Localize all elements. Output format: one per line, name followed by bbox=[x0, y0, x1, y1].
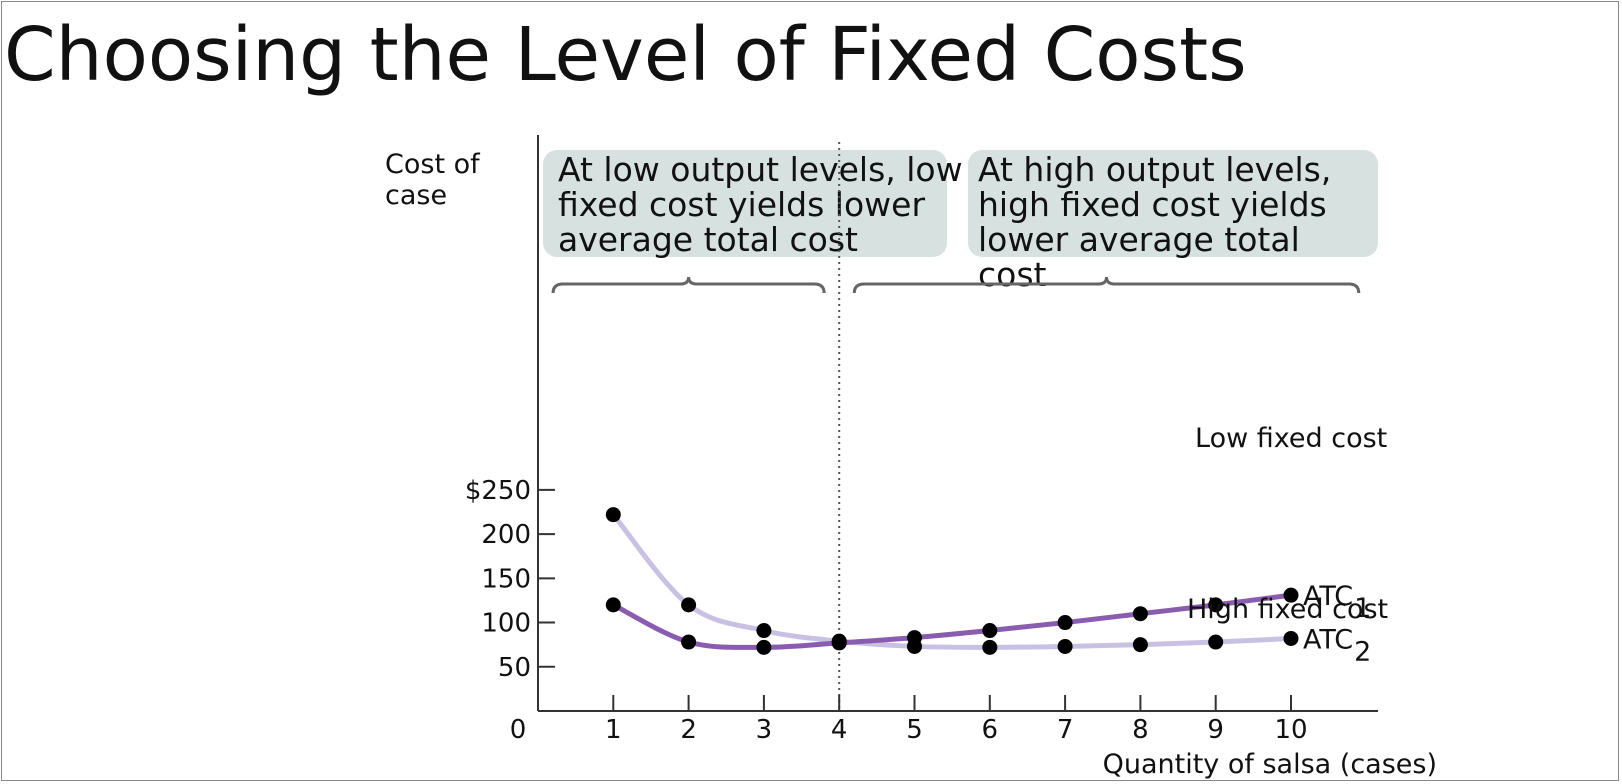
point-atc1 bbox=[756, 639, 772, 655]
annotation-text-line: lower average total bbox=[978, 220, 1300, 259]
point-atc1 bbox=[1132, 606, 1148, 622]
x-tick-label: 3 bbox=[756, 715, 773, 745]
point-atc1 bbox=[1283, 587, 1299, 603]
annotation-text-line: high fixed cost yields bbox=[978, 185, 1327, 224]
series-subscript-atc2: 2 bbox=[1354, 636, 1371, 667]
series-descriptor-atc1: Low fixed cost bbox=[1195, 423, 1387, 454]
x-tick-label: 10 bbox=[1274, 715, 1307, 745]
annotation-text-line: At high output levels, bbox=[978, 150, 1331, 189]
x-tick-label: 6 bbox=[982, 715, 999, 745]
origin-label: 0 bbox=[510, 715, 527, 745]
point-atc2 bbox=[1132, 637, 1148, 653]
point-atc2 bbox=[831, 633, 847, 649]
annotation-brace bbox=[551, 276, 826, 294]
x-tick-label: 1 bbox=[605, 715, 622, 745]
point-atc1 bbox=[1208, 597, 1224, 613]
annotation-text-line: At low output levels, low bbox=[558, 150, 963, 189]
x-axis-title: Quantity of salsa (cases) bbox=[1103, 749, 1437, 780]
point-atc1 bbox=[982, 623, 998, 639]
point-atc2 bbox=[681, 597, 697, 613]
slide-title: Choosing the Level of Fixed Costs bbox=[4, 12, 1247, 98]
y-tick-label: 200 bbox=[481, 520, 531, 550]
y-tick-label: 100 bbox=[481, 609, 531, 639]
point-atc2 bbox=[982, 639, 998, 655]
x-tick-label: 2 bbox=[680, 715, 697, 745]
point-atc2 bbox=[907, 638, 922, 654]
point-atc2 bbox=[756, 623, 772, 639]
series-subscript-atc1: 1 bbox=[1354, 593, 1371, 624]
annotation-text-line: average total cost bbox=[558, 220, 858, 259]
series-name-atc1: ATC bbox=[1303, 581, 1353, 612]
curve-atc2 bbox=[610, 512, 1294, 650]
y-axis-title: Cost of bbox=[385, 149, 481, 180]
annotation-text-line: cost bbox=[978, 255, 1047, 294]
x-tick-label: 7 bbox=[1057, 715, 1074, 745]
points-layer bbox=[605, 507, 1299, 655]
annotation-text-line: fixed cost yields lower bbox=[558, 185, 925, 224]
y-tick-label: 50 bbox=[498, 653, 531, 683]
x-tick-label: 5 bbox=[906, 715, 923, 745]
y-tick-label: 150 bbox=[481, 564, 531, 594]
point-atc2 bbox=[605, 507, 621, 523]
point-atc1 bbox=[605, 597, 621, 613]
series-descriptor-atc2: High fixed cost bbox=[1187, 594, 1388, 625]
point-atc1 bbox=[1057, 615, 1073, 631]
annotation-high-output: At high output levels,high fixed cost yi… bbox=[852, 150, 1378, 294]
point-atc2 bbox=[1283, 630, 1299, 646]
x-tick-label: 9 bbox=[1207, 715, 1224, 745]
point-atc2 bbox=[1208, 634, 1224, 650]
annotation-box bbox=[543, 150, 947, 257]
point-atc1 bbox=[681, 634, 697, 650]
x-tick-label: 4 bbox=[831, 715, 848, 745]
y-axis-title: case bbox=[385, 180, 447, 211]
curves-layer bbox=[610, 512, 1294, 650]
series-name-atc2: ATC bbox=[1303, 624, 1353, 655]
annotation-box bbox=[968, 150, 1378, 257]
curve-atc1 bbox=[610, 592, 1294, 650]
annotation-brace bbox=[852, 276, 1361, 294]
y-tick-label: $250 bbox=[465, 476, 531, 506]
x-tick-label: 8 bbox=[1132, 715, 1149, 745]
point-atc2 bbox=[1057, 638, 1073, 654]
